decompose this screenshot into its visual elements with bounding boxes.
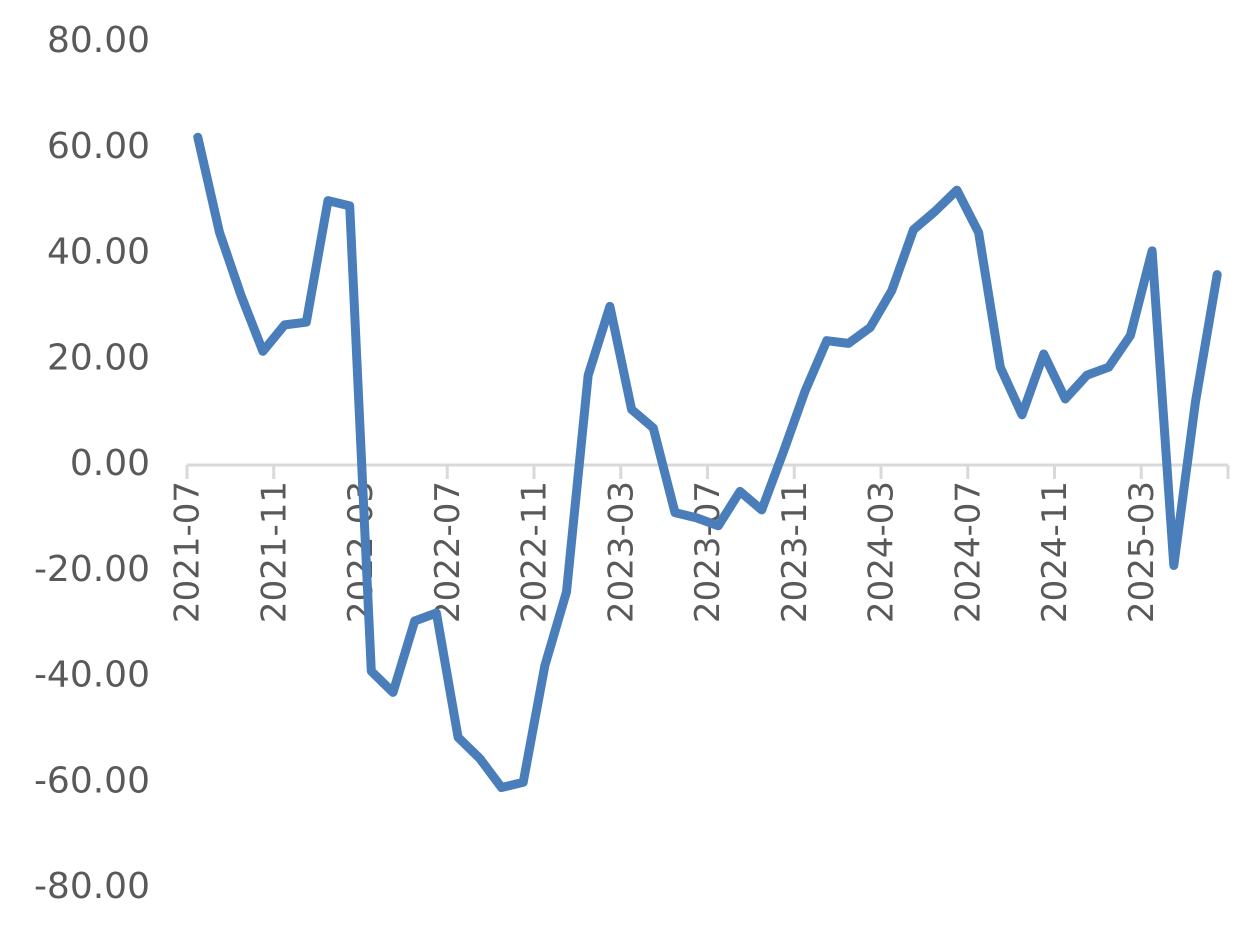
y-tick-label: -20.00	[34, 549, 150, 590]
x-tick-label: 2024-11	[1035, 481, 1075, 623]
x-tick-label: 2023-03	[601, 481, 641, 623]
y-tick-label: -80.00	[34, 866, 150, 907]
y-tick-label: -40.00	[34, 655, 150, 696]
x-tick-label: 2023-11	[775, 481, 815, 623]
x-tick-label: 2021-11	[254, 481, 294, 623]
x-tick-label: 2024-07	[948, 481, 988, 623]
y-tick-label: 60.00	[47, 126, 150, 167]
x-tick-label: 2022-11	[515, 481, 555, 623]
y-tick-label: 0.00	[70, 443, 150, 484]
y-tick-label: 20.00	[47, 337, 150, 378]
x-tick-label: 2021-07	[168, 481, 208, 623]
y-tick-label: 40.00	[47, 232, 150, 273]
data-line	[193, 132, 1222, 792]
x-tick-label: 2022-07	[428, 481, 468, 623]
y-tick-label: -60.00	[34, 760, 150, 801]
x-tick-label: 2024-03	[862, 481, 902, 623]
x-tick-label: 2023-07	[688, 481, 728, 623]
y-tick-label: 80.00	[47, 20, 150, 61]
x-tick-label: 2025-03	[1122, 481, 1162, 623]
